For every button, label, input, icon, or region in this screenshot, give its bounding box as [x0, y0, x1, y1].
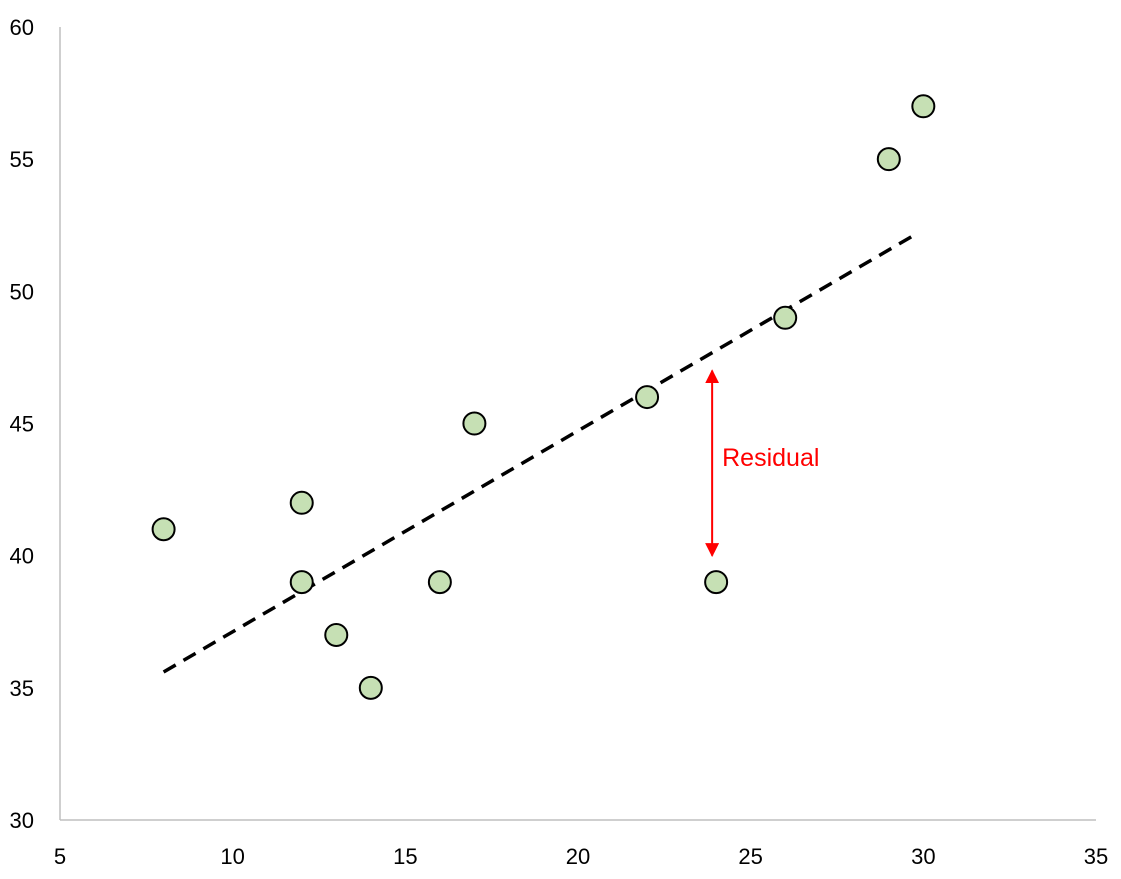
data-point: [462, 411, 487, 436]
data-point: [911, 94, 936, 119]
y-tick-label: 60: [10, 15, 34, 40]
data-point: [358, 675, 383, 700]
data-point: [773, 305, 798, 330]
tick-labels: 5 10 15 20 25 30 35 30 35 40 45 50 55 60: [10, 15, 1109, 869]
data-point: [289, 490, 314, 515]
data-point: [324, 622, 349, 647]
data-point: [704, 570, 729, 595]
data-point: [635, 385, 660, 410]
data-points: [151, 94, 936, 700]
x-tick-label: 15: [393, 844, 417, 869]
y-tick-label: 35: [10, 676, 34, 701]
annotations: Residual: [705, 369, 819, 558]
data-point: [151, 517, 176, 542]
residual-label: Residual: [722, 444, 819, 472]
x-tick-label: 30: [911, 844, 935, 869]
data-point: [876, 147, 901, 172]
x-tick-label: 25: [738, 844, 762, 869]
y-tick-label: 55: [10, 147, 34, 172]
data-point: [427, 570, 452, 595]
axes: [59, 27, 1096, 821]
x-tick-label: 20: [566, 844, 590, 869]
y-tick-label: 40: [10, 544, 34, 569]
y-tick-label: 30: [10, 808, 34, 833]
x-tick-label: 35: [1084, 844, 1108, 869]
data-point: [289, 570, 314, 595]
x-tick-label: 5: [54, 844, 66, 869]
y-tick-label: 45: [10, 412, 34, 437]
x-tick-label: 10: [220, 844, 244, 869]
y-tick-label: 50: [10, 279, 34, 304]
